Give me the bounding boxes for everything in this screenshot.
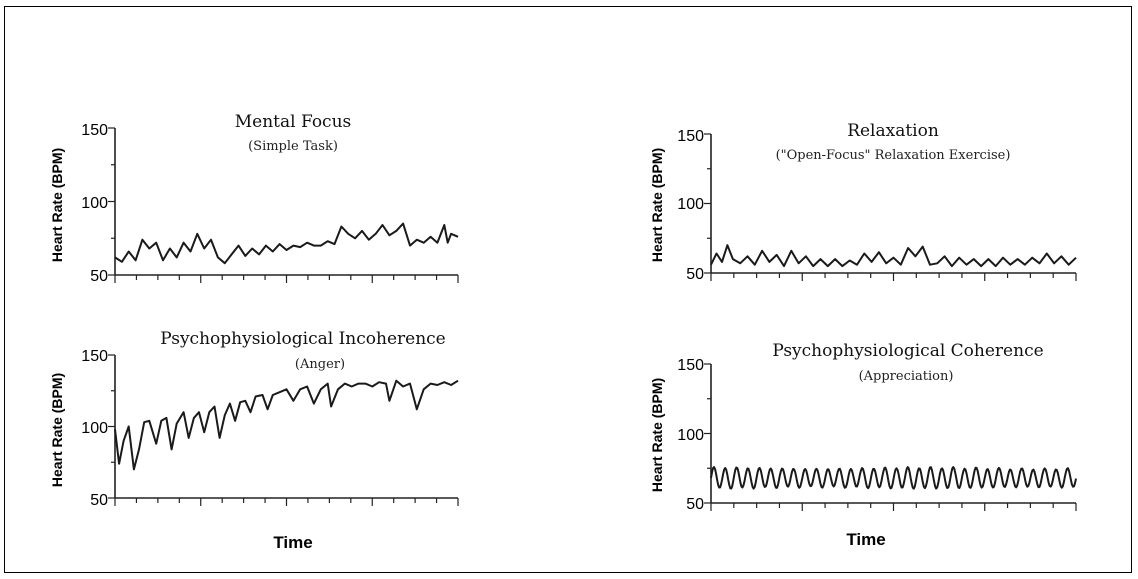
chart-psychophysiological-incoherence: Psychophysiological Incoherence (Anger) … — [49, 329, 459, 552]
chart-subtitle: ("Open-Focus" Relaxation Exercise) — [776, 148, 1011, 163]
y-tick-label-150: 150 — [81, 348, 108, 365]
chart-title: Relaxation — [847, 121, 939, 141]
y-axis-label: Heart Rate (BPM) — [649, 378, 665, 492]
y-tick-label-100: 100 — [81, 420, 108, 437]
heart-rate-line — [114, 379, 459, 471]
chart-subtitle: (Anger) — [295, 357, 345, 372]
x-axis-label: Time — [273, 533, 312, 552]
y-tick-label-100: 100 — [81, 195, 108, 212]
y-tick-label-50: 50 — [686, 496, 704, 513]
y-tick-label-100: 100 — [677, 427, 704, 444]
y-tick-label-50: 50 — [90, 268, 108, 285]
chart-title: Mental Focus — [235, 112, 352, 132]
y-tick-label-150: 150 — [677, 128, 704, 145]
y-axis-label: Heart Rate (BPM) — [649, 148, 665, 262]
y-tick-label-50: 50 — [90, 492, 108, 509]
chart-subtitle: (Appreciation) — [859, 369, 954, 384]
y-tick-label-100: 100 — [677, 196, 704, 213]
y-tick-label-150: 150 — [81, 122, 108, 139]
y-tick-label-50: 50 — [686, 266, 704, 283]
chart-subtitle: (Simple Task) — [248, 139, 338, 154]
chart-title: Psychophysiological Coherence — [772, 341, 1043, 361]
chart-relaxation: Relaxation ("Open-Focus" Relaxation Exer… — [649, 121, 1077, 283]
heart-rate-line — [710, 244, 1077, 268]
heart-rate-line — [710, 466, 1077, 490]
heart-rate-line — [114, 222, 459, 265]
y-axis-label: Heart Rate (BPM) — [49, 148, 65, 262]
y-axis-label: Heart Rate (BPM) — [49, 373, 65, 487]
y-tick-label-150: 150 — [677, 357, 704, 374]
x-axis-label: Time — [846, 530, 885, 549]
chart-title: Psychophysiological Incoherence — [160, 329, 445, 349]
chart-psychophysiological-coherence: Psychophysiological Coherence (Appreciat… — [649, 341, 1077, 549]
chart-mental-focus: Mental Focus (Simple Task) Heart Rate (B… — [49, 112, 459, 285]
